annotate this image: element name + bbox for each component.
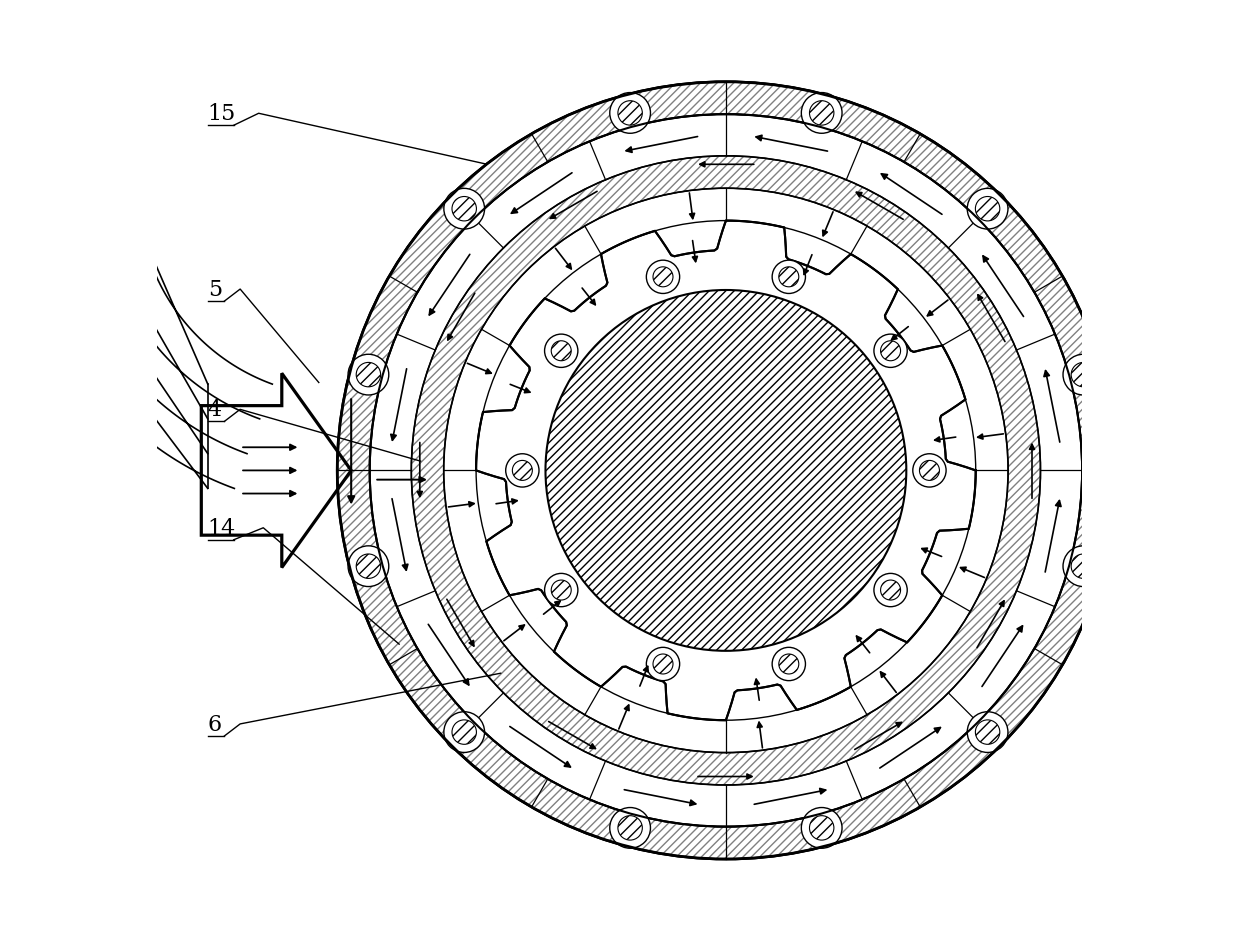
Circle shape	[881, 580, 901, 601]
Circle shape	[647, 648, 680, 681]
Circle shape	[772, 260, 805, 294]
Text: 4: 4	[208, 399, 222, 421]
Text: 15: 15	[208, 103, 235, 125]
Circle shape	[913, 454, 947, 488]
Wedge shape	[369, 115, 1082, 827]
Circle shape	[610, 807, 650, 848]
Wedge shape	[337, 83, 1115, 859]
Text: 5: 5	[208, 279, 222, 300]
Circle shape	[545, 335, 577, 368]
Circle shape	[513, 461, 533, 481]
Circle shape	[1063, 546, 1104, 587]
Circle shape	[772, 648, 805, 681]
Circle shape	[968, 712, 1009, 753]
Circle shape	[452, 197, 477, 222]
Circle shape	[809, 102, 834, 126]
Circle shape	[779, 654, 799, 674]
Circle shape	[348, 546, 389, 587]
Circle shape	[647, 260, 680, 294]
Circle shape	[809, 816, 834, 840]
Circle shape	[545, 574, 577, 607]
Circle shape	[1072, 554, 1095, 578]
Circle shape	[337, 83, 1115, 859]
Circle shape	[551, 341, 571, 362]
Circle shape	[348, 355, 389, 396]
Circle shape	[545, 291, 906, 651]
Circle shape	[653, 268, 673, 287]
Text: 6: 6	[208, 713, 222, 735]
Wedge shape	[411, 157, 1041, 785]
Circle shape	[551, 580, 571, 601]
Circle shape	[444, 189, 484, 230]
Circle shape	[919, 461, 939, 481]
Circle shape	[802, 94, 843, 134]
Circle shape	[968, 189, 1009, 230]
Polygon shape	[476, 222, 975, 720]
Circle shape	[975, 197, 1000, 222]
Circle shape	[779, 268, 799, 287]
Circle shape	[1063, 355, 1104, 396]
Circle shape	[356, 554, 380, 578]
Circle shape	[506, 454, 539, 488]
Circle shape	[356, 363, 380, 387]
Circle shape	[1072, 363, 1095, 387]
Circle shape	[873, 335, 907, 368]
Circle shape	[618, 816, 642, 840]
Circle shape	[444, 712, 484, 753]
Circle shape	[873, 574, 907, 607]
Circle shape	[653, 654, 673, 674]
Circle shape	[802, 807, 843, 848]
Circle shape	[452, 720, 477, 744]
Circle shape	[610, 94, 650, 134]
Circle shape	[975, 720, 1000, 744]
Circle shape	[881, 341, 901, 362]
Wedge shape	[444, 189, 1009, 753]
Circle shape	[618, 102, 642, 126]
Text: 14: 14	[208, 517, 235, 540]
